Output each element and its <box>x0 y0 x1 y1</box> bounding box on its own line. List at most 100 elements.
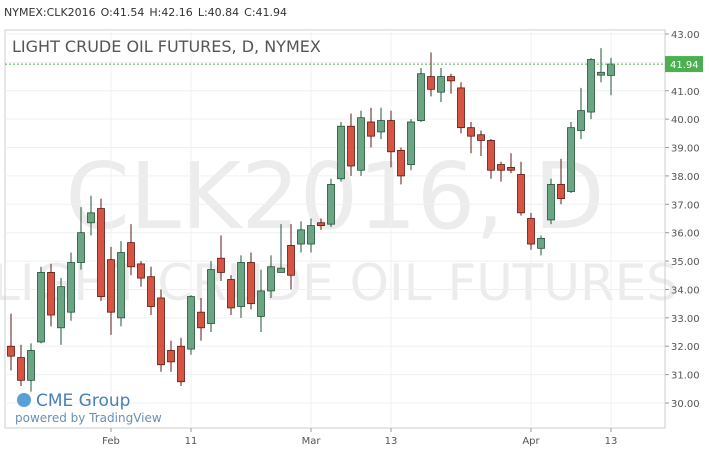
last-price-box <box>665 56 703 73</box>
candle-body <box>507 166 515 171</box>
candle-body <box>267 266 275 292</box>
candle-body <box>117 252 125 319</box>
candle-body <box>327 184 335 225</box>
candle-body <box>297 229 305 245</box>
high-label: H: <box>149 6 161 19</box>
candle-body <box>17 357 25 381</box>
x-tick-label: 13 <box>605 436 618 447</box>
candle-body <box>37 272 45 343</box>
logo-powered: powered by TradingView <box>15 411 162 425</box>
chart-title: LIGHT CRUDE OIL FUTURES, D, NYMEX <box>12 37 321 56</box>
y-tick-label: 36.00 <box>671 229 700 240</box>
candle-body <box>377 120 385 133</box>
y-tick-label: 41.00 <box>671 87 700 98</box>
candle-body <box>97 208 105 297</box>
low-value: 40.84 <box>208 6 240 19</box>
candle-body <box>577 110 585 131</box>
candle-body <box>417 73 425 121</box>
y-tick-label: 32.00 <box>671 342 700 353</box>
candle-body <box>517 174 525 214</box>
y-tick-label: 33.00 <box>671 314 700 325</box>
plot: 30.00 31.00 32.00 33.00 34.00 35.00 36.00 37.00… <box>4 29 703 447</box>
candle-body <box>57 286 65 329</box>
candle-body <box>587 59 595 113</box>
candle-body <box>177 345 185 383</box>
y-tick-label: 43.00 <box>671 30 700 41</box>
candle-body <box>127 242 135 268</box>
candle-body <box>347 125 355 167</box>
candle-body <box>487 140 495 171</box>
candle-body <box>527 218 535 245</box>
symbol: NYMEX:CLK2016 <box>4 6 96 19</box>
y-tick-label: 31.00 <box>671 371 700 382</box>
candle-body <box>557 184 565 200</box>
candle-body <box>167 350 175 363</box>
candle-body <box>227 279 235 309</box>
candle-body <box>247 262 255 305</box>
candle-body <box>427 76 435 90</box>
header: NYMEX:CLK2016 O:41.54 H:42.16 L:40.84 C:41.9… <box>4 6 287 19</box>
candle-body <box>407 121 415 165</box>
candle-body <box>207 269 215 324</box>
candle-body <box>457 87 465 129</box>
candle-body <box>7 345 15 357</box>
x-tick-label: Apr <box>522 436 540 447</box>
candle-body <box>287 245 295 276</box>
low-label: L: <box>198 6 208 19</box>
candle-body <box>317 222 325 226</box>
open-label: O: <box>101 6 113 19</box>
candle-body <box>547 184 555 221</box>
plot-frame <box>4 29 666 429</box>
candle-body <box>27 350 35 381</box>
candle-body <box>397 149 405 177</box>
x-tick-label: Mar <box>302 436 322 447</box>
candle-body <box>237 262 245 307</box>
x-tick-label: Feb <box>102 436 120 447</box>
candle-body <box>257 290 265 317</box>
open-value: 41.54 <box>113 6 145 19</box>
last-price-label: 41.94 <box>670 60 699 71</box>
x-tick-label: 13 <box>385 436 398 447</box>
candle-body <box>157 297 165 366</box>
candle-body <box>107 259 115 313</box>
y-tick-label: 39.00 <box>671 144 700 155</box>
candle-body <box>197 311 205 329</box>
watermark-symbol: CLK2016, D <box>65 143 604 250</box>
candle-body <box>467 127 475 137</box>
logo-icon <box>17 393 31 407</box>
candle-body <box>307 225 315 245</box>
candle-body <box>47 272 55 316</box>
y-tick-label: 37.00 <box>671 200 700 211</box>
logo: CME Group powered by TradingView <box>15 391 162 425</box>
candle-body <box>367 121 375 137</box>
candle-body <box>437 76 445 93</box>
candle-body <box>87 212 95 224</box>
candle-body <box>187 296 195 350</box>
candle-body <box>137 263 145 279</box>
close-label: C: <box>244 6 255 19</box>
candle-body <box>67 262 75 313</box>
candle-body <box>497 164 505 171</box>
candle-body <box>337 125 345 180</box>
y-tick-label: 38.00 <box>671 172 700 183</box>
y-tick-label: 30.00 <box>671 399 700 410</box>
candle-body <box>537 237 545 249</box>
candle-body <box>77 232 85 263</box>
logo-name: CME Group <box>36 391 130 411</box>
y-tick-label: 40.00 <box>671 115 700 126</box>
candle-body <box>217 257 225 273</box>
x-tick-label: 11 <box>185 436 198 447</box>
high-value: 42.16 <box>161 6 193 19</box>
candle-body <box>277 267 285 273</box>
candle-body <box>387 120 395 153</box>
candle-body <box>607 63 615 76</box>
candle-body <box>597 71 605 76</box>
y-tick-label: 34.00 <box>671 285 700 296</box>
candle-body <box>447 76 455 82</box>
candle-body <box>477 134 485 141</box>
candle-body <box>147 276 155 307</box>
candle-body <box>357 117 365 171</box>
close-value: 41.94 <box>256 6 288 19</box>
y-tick-label: 35.00 <box>671 257 700 268</box>
